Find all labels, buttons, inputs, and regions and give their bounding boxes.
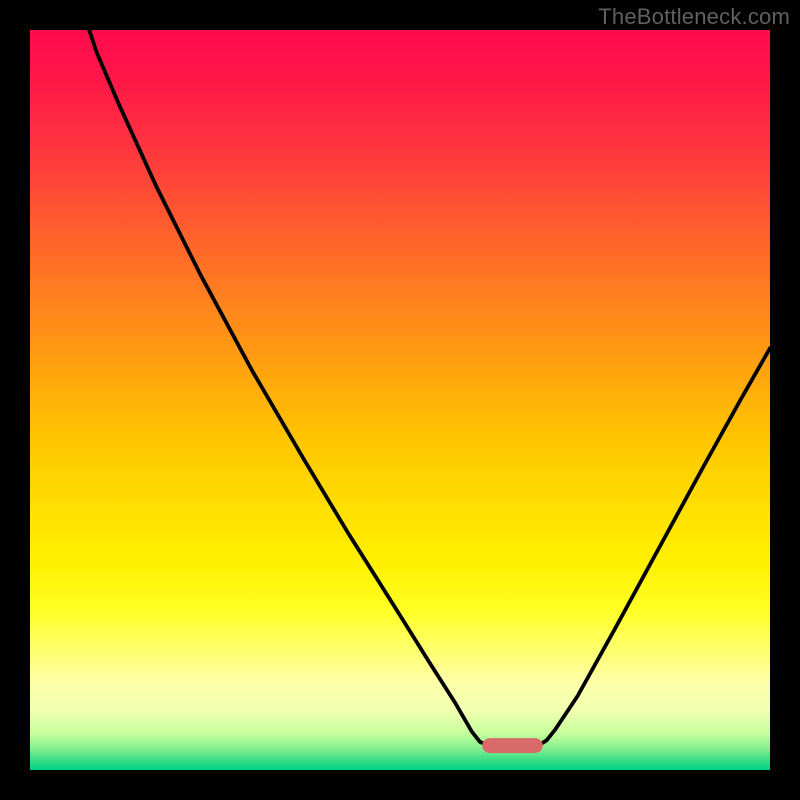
chart-frame: TheBottleneck.com [0,0,800,800]
bottleneck-curve-chart [30,30,770,770]
chart-plot-area [30,30,770,770]
gradient-background [30,30,770,770]
watermark-text: TheBottleneck.com [598,4,790,30]
optimum-marker [482,738,543,753]
